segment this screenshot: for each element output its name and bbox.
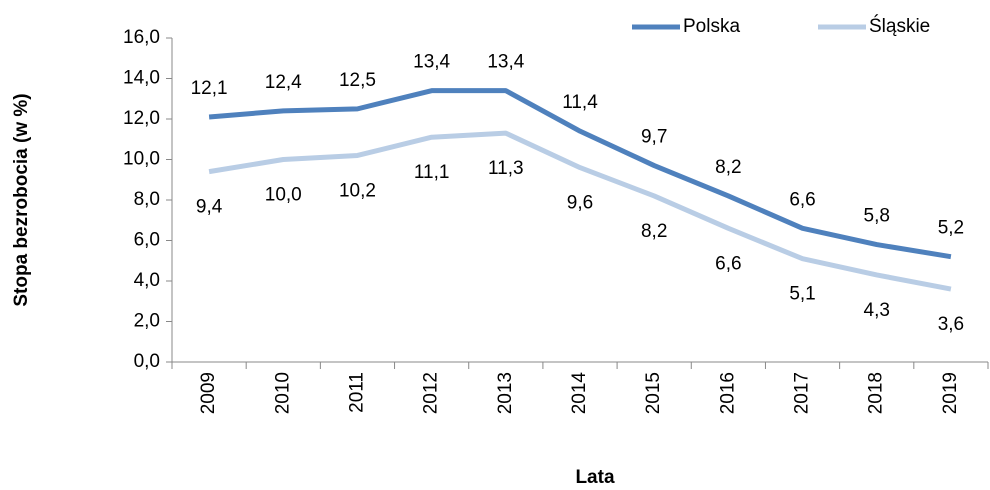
- legend-label: Śląskie: [869, 15, 930, 37]
- x-tick-label: 2012: [421, 372, 442, 414]
- x-tick-label: 2009: [198, 372, 219, 414]
- x-tick-label: 2016: [717, 372, 738, 414]
- data-label: 5,1: [789, 284, 815, 305]
- data-label: 8,2: [641, 221, 667, 242]
- data-label: 9,6: [567, 193, 593, 214]
- y-tick-label: 10,0: [123, 149, 160, 170]
- x-tick-label: 2019: [940, 372, 961, 414]
- x-tick-label: 2010: [272, 372, 293, 414]
- data-label: 9,4: [196, 197, 223, 218]
- x-tick-label: 2013: [495, 372, 516, 414]
- data-label: 8,2: [715, 157, 741, 178]
- legend-label: Polska: [683, 16, 740, 37]
- data-label: 11,3: [488, 158, 524, 179]
- y-tick-label: 14,0: [123, 68, 160, 89]
- data-label: 10,0: [265, 185, 302, 206]
- y-tick-label: 4,0: [134, 270, 160, 291]
- data-label: 4,3: [864, 300, 890, 321]
- data-label: 13,4: [413, 52, 450, 73]
- data-label: 12,1: [191, 78, 228, 99]
- x-tick-label: 2014: [569, 372, 590, 415]
- series-line: [208, 130, 952, 292]
- y-tick-label: 2,0: [134, 311, 160, 332]
- x-tick-label: 2017: [792, 372, 813, 414]
- y-axis-title: Stopa bezrobocia (w %): [11, 93, 32, 306]
- data-label: 12,4: [265, 72, 302, 93]
- x-tick-label: 2018: [866, 372, 887, 414]
- data-label: 9,7: [641, 127, 667, 148]
- x-tick-label: 2015: [643, 372, 664, 414]
- data-label: 3,6: [938, 314, 964, 335]
- y-tick-label: 12,0: [123, 108, 160, 129]
- data-label: 13,4: [487, 52, 524, 73]
- x-axis-title: Lata: [575, 467, 615, 488]
- data-label: 6,6: [715, 253, 741, 274]
- data-label: 10,2: [339, 180, 376, 201]
- data-label: 12,5: [339, 70, 376, 91]
- x-tick-label: 2011: [346, 372, 367, 413]
- series-line: [208, 88, 952, 260]
- data-label: 11,4: [562, 92, 598, 113]
- y-tick-label: 8,0: [134, 189, 160, 210]
- y-tick-label: 16,0: [123, 27, 160, 48]
- y-tick-label: 0,0: [134, 351, 160, 372]
- data-label: 11,1: [414, 162, 450, 183]
- data-label: 6,6: [789, 189, 815, 210]
- y-tick-label: 6,0: [134, 230, 160, 251]
- data-label: 5,8: [864, 206, 890, 227]
- data-label: 5,2: [938, 218, 964, 239]
